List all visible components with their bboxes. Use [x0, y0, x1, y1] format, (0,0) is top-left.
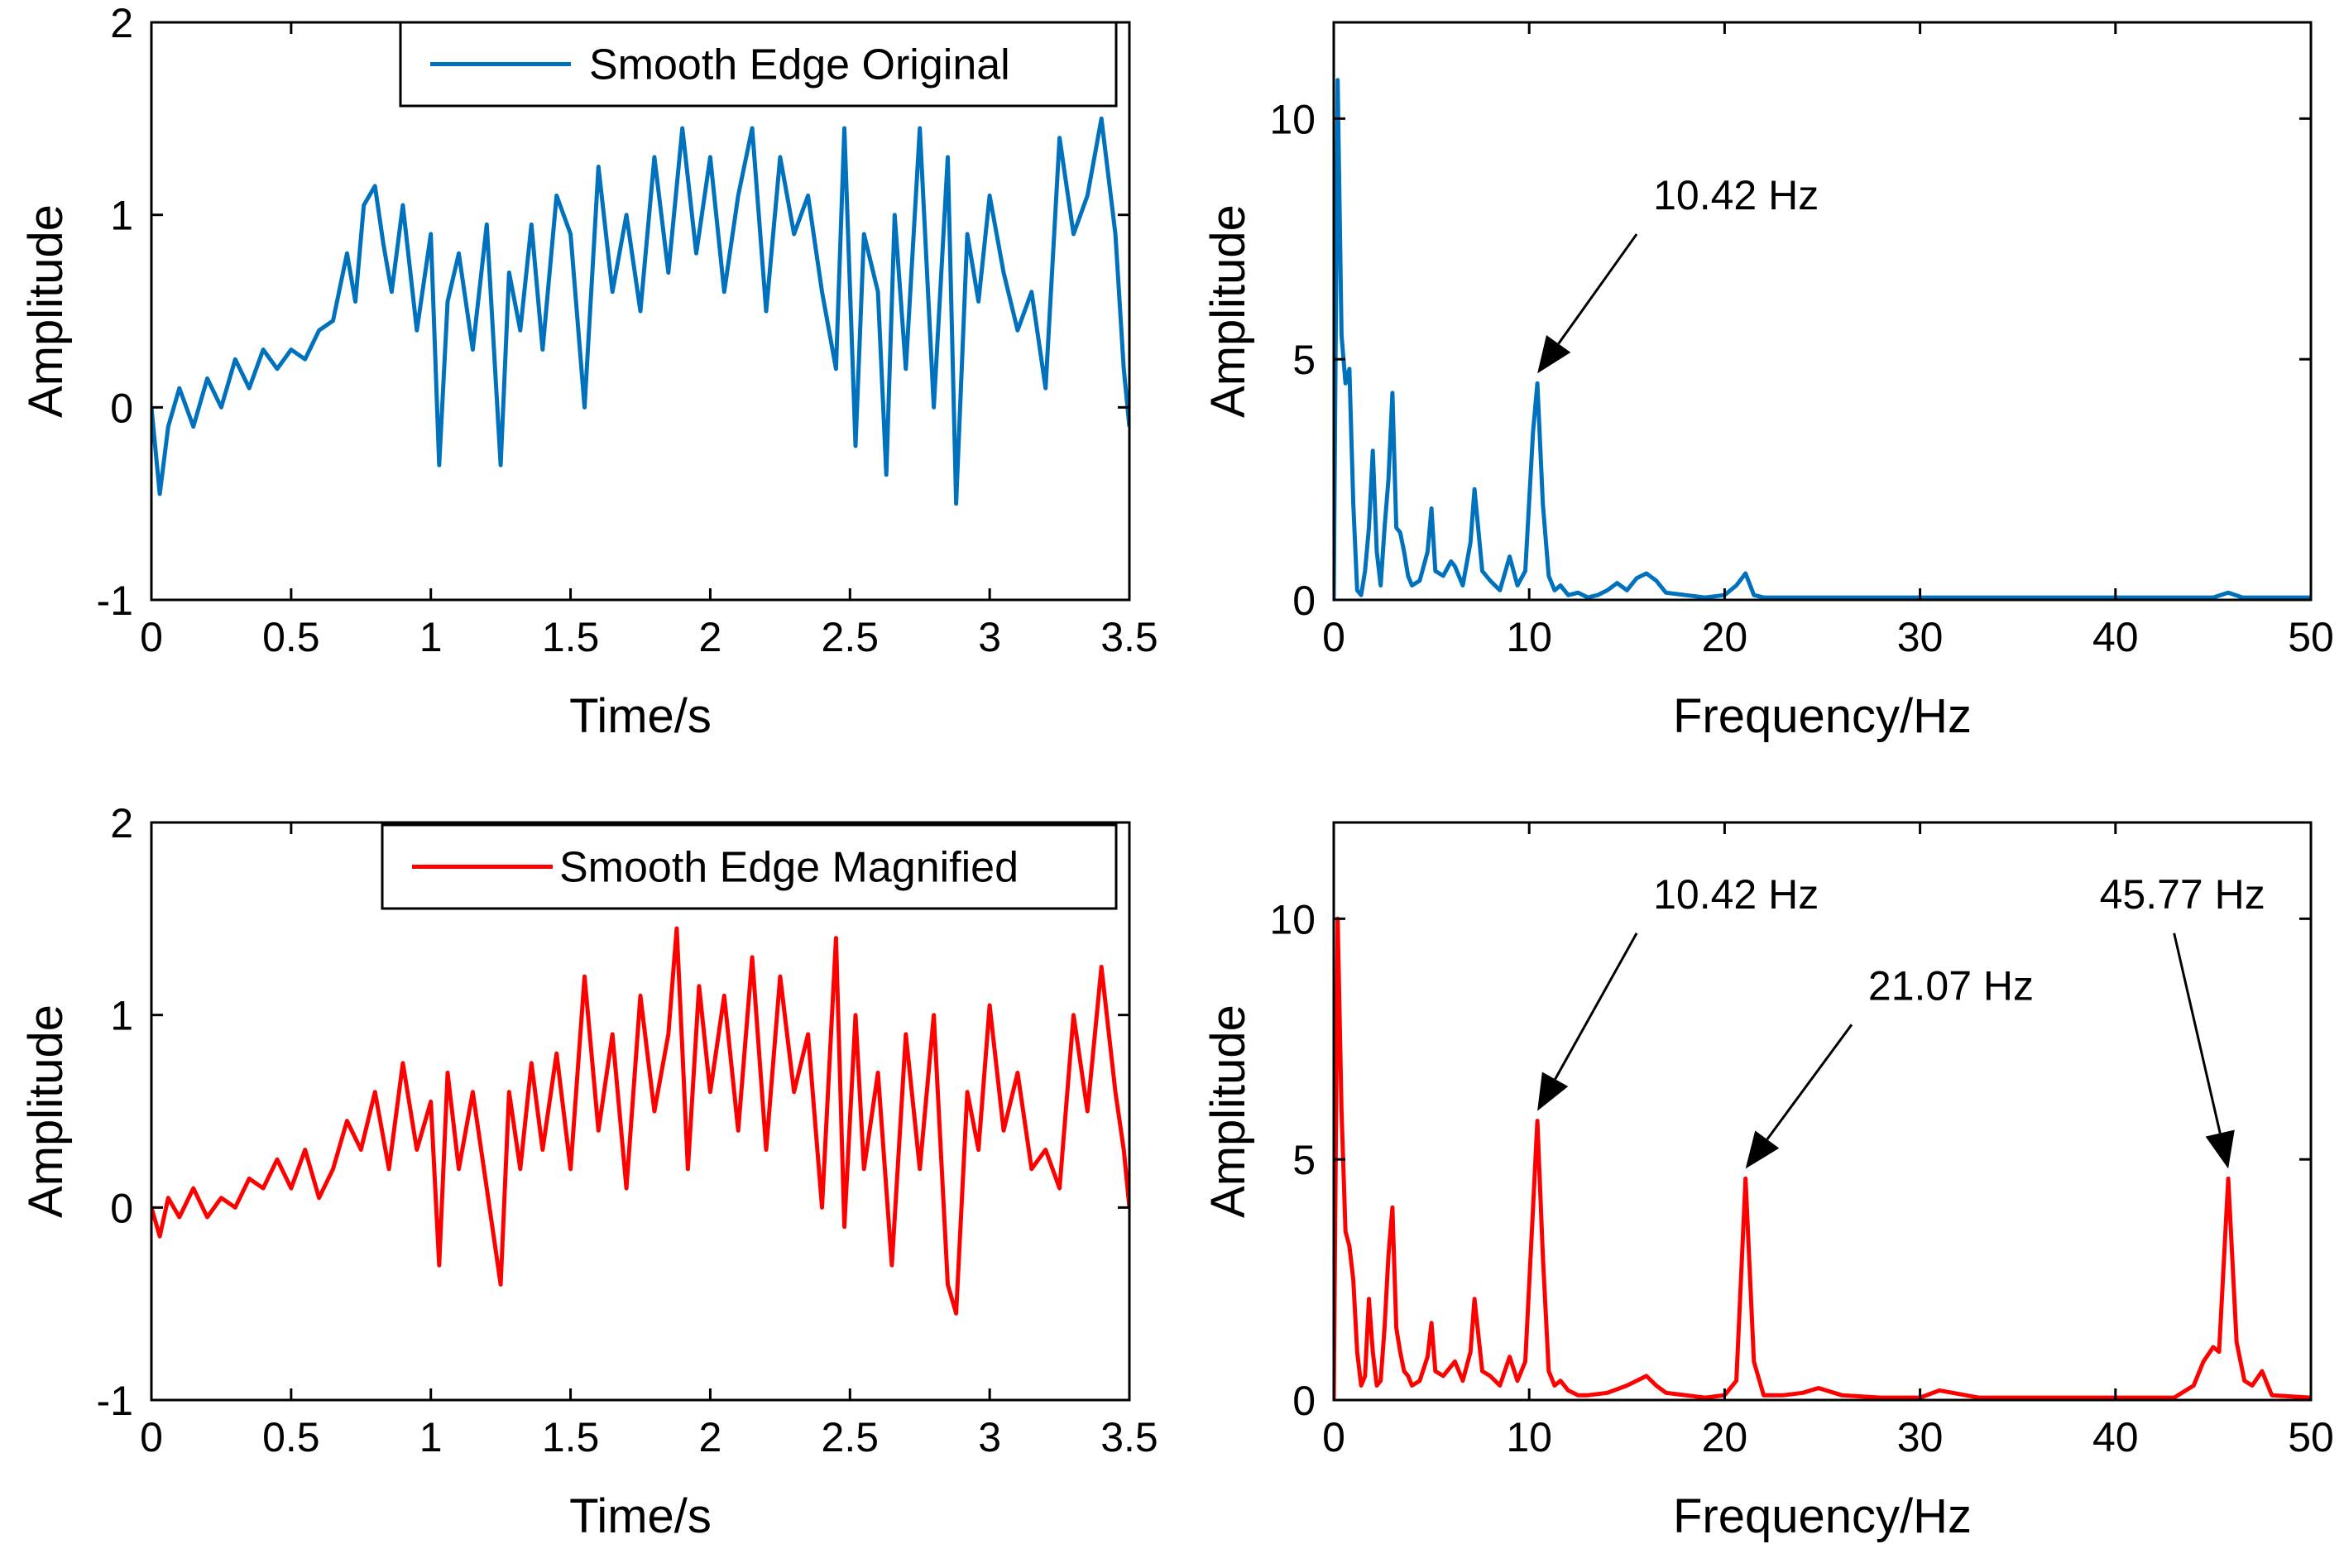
y-tick-label: 10	[1269, 896, 1316, 942]
annotation-arrow-shaft	[1766, 1024, 1853, 1140]
x-tick-label: 3.5	[1100, 1414, 1158, 1460]
x-tick-label: 0	[140, 614, 163, 660]
series-line-1	[1334, 78, 2311, 600]
x-axis-title: Frequency/Hz	[1673, 1489, 1972, 1543]
y-tick-label: 2	[110, 0, 133, 46]
x-tick-label: 1.5	[542, 614, 600, 660]
chart-panel-freq_original: 0 10 20 30 40 50 0 5 10 Frequency/Hz Amplitude 10.4…	[1201, 21, 2334, 743]
annotation-3: 45.77 Hz	[2100, 871, 2265, 1169]
axes-frame	[150, 821, 1131, 1402]
legend: Smooth Edge Magnified	[381, 823, 1118, 910]
y-tick-label: -1	[97, 1378, 133, 1424]
annotation-2: 21.07 Hz	[1745, 962, 2034, 1169]
y-tick-label: 0	[110, 1185, 133, 1231]
y-tick-label: 2	[110, 800, 133, 846]
x-tick-label: 2.5	[822, 614, 880, 660]
chart-panel-freq_magnified: 0 10 20 30 40 50 0 5 10 Frequency/Hz Amplitude 10.4…	[1201, 821, 2334, 1543]
annotation-label: 10.42 Hz	[1653, 871, 1819, 918]
y-tick-label: 1	[110, 993, 133, 1039]
x-tick-label: 2	[699, 1414, 722, 1460]
axes-frame	[1332, 821, 2313, 1402]
series-line-1	[1334, 916, 2311, 1400]
y-tick-label: 5	[1292, 1137, 1316, 1183]
y-tick-label: 10	[1269, 96, 1316, 142]
annotation-1: 10.42 Hz	[1537, 871, 1819, 1111]
x-tick-label: 20	[1702, 614, 1748, 660]
annotation-arrow-shaft	[1557, 233, 1638, 345]
annotation-label: 45.77 Hz	[2100, 871, 2265, 918]
x-tick-label: 10	[1506, 1414, 1552, 1460]
y-axis-title: Amplitude	[1201, 1005, 1255, 1218]
x-tick-label: 30	[1897, 614, 1944, 660]
annotation-arrow-shaft	[1554, 933, 1638, 1080]
x-tick-label: 20	[1702, 1414, 1748, 1460]
chart-panel-time_original: 0 0.5 1 1.5 2 2.5 3 3.5-1012Time/sAmplitudeSmoo…	[19, 0, 1158, 743]
x-axis-title: Frequency/Hz	[1673, 689, 1972, 743]
x-tick-label: 10	[1506, 614, 1552, 660]
axes-frame	[1332, 21, 2313, 602]
y-tick-label: -1	[97, 578, 133, 624]
x-tick-label: 30	[1897, 1414, 1944, 1460]
x-tick-label: 3	[978, 1414, 1001, 1460]
x-tick-label: 0.5	[262, 1414, 320, 1460]
y-tick-label: 1	[110, 193, 133, 239]
annotation-arrow-shaft	[2173, 933, 2222, 1134]
x-tick-label: 0	[1322, 1414, 1345, 1460]
x-tick-label: 0.5	[262, 614, 320, 660]
y-axis-title: Amplitude	[19, 204, 73, 418]
annotation-label: 21.07 Hz	[1868, 962, 2034, 1009]
x-tick-label: 2	[699, 614, 722, 660]
x-tick-label: 1	[419, 1414, 443, 1460]
series-line-1	[151, 116, 1129, 506]
x-tick-label: 0	[140, 1414, 163, 1460]
y-tick-label: 0	[1292, 1378, 1316, 1424]
y-axis-title: Amplitude	[19, 1005, 73, 1218]
x-tick-label: 50	[2288, 1414, 2334, 1460]
x-tick-label: 40	[2092, 614, 2139, 660]
annotation-arrow-head	[1745, 1130, 1780, 1169]
series-line-1	[151, 926, 1129, 1316]
chart-panel-time_magnified: 0 0.5 1 1.5 2 2.5 3 3.5-1012Time/sAmplitudeSmoo…	[19, 800, 1158, 1543]
annotation-arrow-head	[1537, 1072, 1569, 1111]
x-tick-label: 0	[1322, 614, 1345, 660]
x-tick-label: 3	[978, 614, 1001, 660]
y-tick-label: 0	[1292, 578, 1316, 624]
x-axis-title: Time/s	[569, 1489, 712, 1543]
legend-label: Smooth Edge Magnified	[559, 844, 1019, 892]
legend: Smooth Edge Original	[399, 21, 1118, 108]
x-tick-label: 1.5	[542, 1414, 600, 1460]
x-tick-label: 2.5	[822, 1414, 880, 1460]
y-tick-label: 0	[110, 385, 133, 431]
annotation-arrow-head	[1537, 334, 1571, 374]
y-axis-title: Amplitude	[1201, 204, 1255, 418]
x-tick-label: 50	[2288, 614, 2334, 660]
annotation-1: 10.42 Hz	[1537, 172, 1819, 374]
annotation-arrow-head	[2205, 1129, 2235, 1169]
y-tick-label: 5	[1292, 337, 1316, 383]
annotation-label: 10.42 Hz	[1653, 172, 1819, 218]
x-axis-title: Time/s	[569, 689, 712, 743]
x-tick-label: 40	[2092, 1414, 2139, 1460]
x-tick-label: 1	[419, 614, 443, 660]
x-tick-label: 3.5	[1100, 614, 1158, 660]
legend-label: Smooth Edge Original	[589, 41, 1010, 89]
